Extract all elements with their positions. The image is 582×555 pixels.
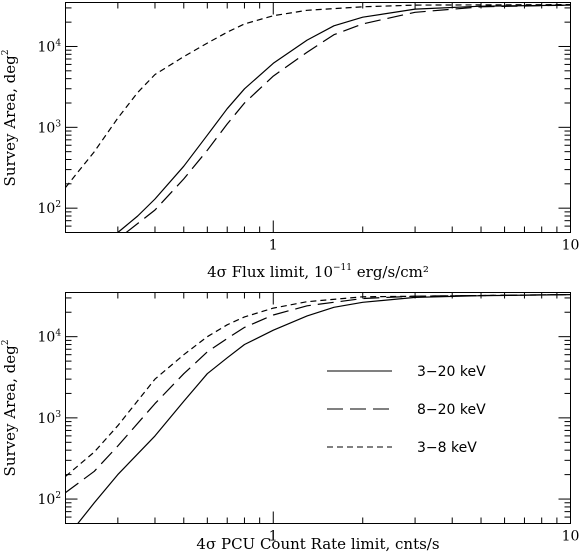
top-minor-ticks (65, 2, 571, 233)
x-tick-label: 10 (562, 529, 580, 545)
series-line-solid (77, 294, 571, 524)
x-tick-label: 1 (269, 238, 278, 254)
legend-label-3-8-kev: 3−8 keV (417, 440, 477, 456)
series-line-short-dash (65, 4, 571, 188)
x-tick-label: 10 (562, 238, 580, 254)
y-tick-label: 103 (38, 119, 62, 136)
legend: 3−20 keV 8−20 keV 3−8 keV (327, 364, 486, 456)
top-y-axis-label: Survey Area, deg2 (1, 50, 19, 187)
series-line-long-dash (125, 4, 571, 233)
top-y-tick-labels: 102 103 104 (38, 38, 62, 217)
y-tick-label: 103 (38, 410, 62, 427)
bottom-curves (65, 294, 571, 524)
legend-label-8-20-kev: 8−20 keV (417, 402, 486, 418)
top-panel: 102 103 104 1 10 4σ Flux limit, 10−11 erg/s… (1, 2, 580, 281)
y-tick-label: 104 (38, 38, 62, 55)
y-tick-label: 102 (38, 200, 62, 217)
top-x-tick-labels: 1 10 (269, 238, 580, 254)
bottom-x-tick-labels: 1 10 (269, 529, 580, 545)
bottom-major-ticks (65, 292, 571, 524)
top-x-axis-label: 4σ Flux limit, 10−11 erg/s/cm² (207, 263, 429, 281)
x-tick-label: 1 (269, 529, 278, 545)
bottom-y-tick-labels: 102 103 104 (38, 329, 62, 508)
bottom-plot-frame (65, 292, 571, 524)
bottom-minor-ticks (65, 292, 571, 524)
bottom-y-axis-label: Survey Area, deg2 (1, 340, 19, 477)
series-line-long-dash (65, 294, 571, 494)
y-tick-label: 102 (38, 491, 62, 508)
top-curves (65, 4, 571, 233)
y-tick-label: 104 (38, 329, 62, 346)
series-line-short-dash (65, 294, 571, 477)
legend-label-3-20-kev: 3−20 keV (417, 364, 486, 380)
top-plot-frame (65, 2, 571, 233)
bottom-x-axis-label: 4σ PCU Count Rate limit, cnts/s (196, 535, 439, 553)
series-line-solid (117, 4, 571, 233)
top-major-ticks (65, 2, 571, 233)
bottom-panel: 102 103 104 1 10 4σ PCU Count Rate limit, c… (1, 292, 580, 553)
